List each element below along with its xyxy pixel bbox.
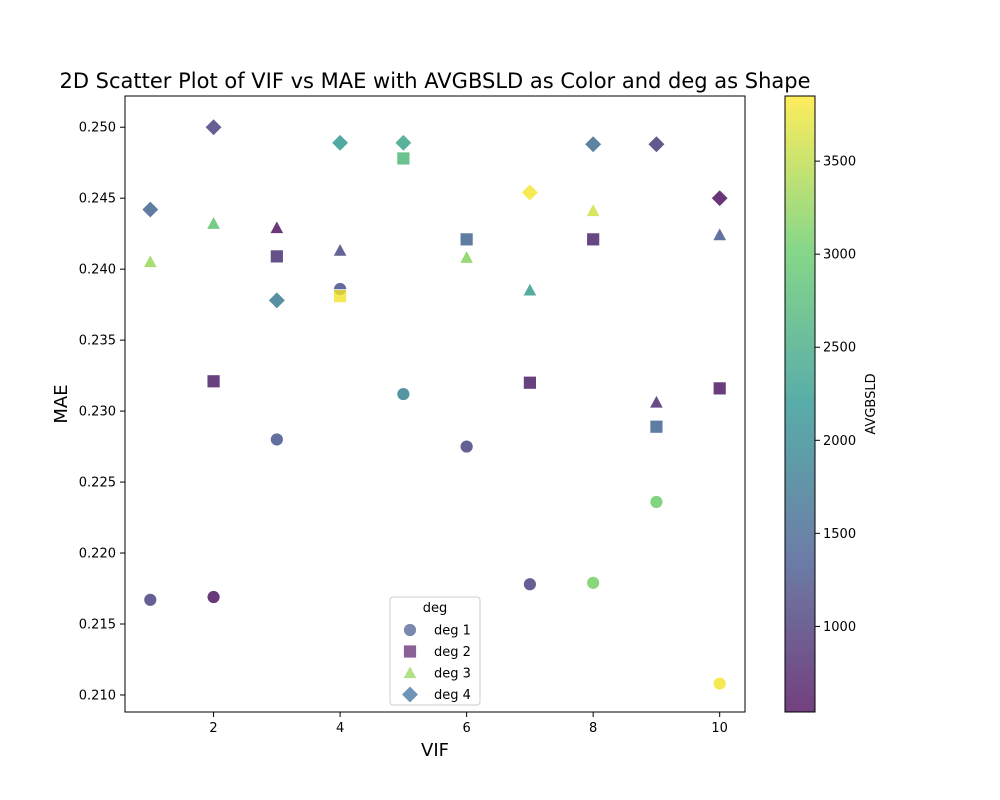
circle-data-point <box>143 592 158 607</box>
square-data-point <box>269 249 284 264</box>
y-tick-label: 0.245 <box>79 192 116 207</box>
circle-data-point <box>206 590 221 604</box>
diamond-data-point <box>520 183 539 202</box>
circle-data-point <box>649 495 664 509</box>
square-data-point <box>459 232 474 247</box>
legend-title: deg <box>423 601 448 616</box>
chart-title: 2D Scatter Plot of VIF vs MAE with AVGBS… <box>59 69 810 93</box>
x-tick-label: 6 <box>462 721 470 736</box>
y-tick-label: 0.210 <box>79 688 116 703</box>
colorbar-tick-label: 1500 <box>823 527 856 542</box>
y-tick-label: 0.235 <box>79 334 116 349</box>
circle-data-point <box>459 439 474 454</box>
colorbar-tick-label: 3000 <box>823 248 856 263</box>
x-axis: 2 4 6 8 10 <box>209 712 728 736</box>
square-data-point <box>649 419 664 434</box>
colorbar-tick-label: 1000 <box>823 620 856 635</box>
triangle-data-point <box>332 242 348 257</box>
y-tick-label: 0.225 <box>79 476 116 491</box>
square-data-point <box>522 375 537 390</box>
y-tick-label: 0.240 <box>79 263 116 278</box>
square-data-point <box>396 151 411 166</box>
circle-data-point <box>522 577 537 592</box>
legend: deg deg 1 deg 2 deg 3 deg 4 <box>389 596 481 706</box>
legend-entry-label: deg 3 <box>434 667 471 682</box>
y-tick-label: 0.220 <box>79 547 116 562</box>
colorbar-gradient <box>785 96 815 712</box>
colorbar-tick-label: 2000 <box>823 434 856 449</box>
triangle-data-point <box>142 253 158 268</box>
colorbar-ticks: 1000 1500 2000 2500 3000 3500 <box>815 155 856 635</box>
legend-marker-triangle <box>402 664 418 679</box>
y-axis: 0.210 0.215 0.220 0.225 0.230 0.235 0.240 0.245… <box>79 121 125 703</box>
square-data-point <box>333 289 348 304</box>
triangle-data-point <box>585 202 601 217</box>
triangle-data-point <box>522 282 538 297</box>
x-tick-label: 4 <box>336 721 344 736</box>
y-tick-label: 0.250 <box>79 121 116 136</box>
triangle-data-point <box>712 226 728 241</box>
legend-entry-label: deg 1 <box>434 624 471 639</box>
square-data-point <box>586 232 601 247</box>
circle-data-point <box>269 432 284 447</box>
square-data-point <box>712 381 727 396</box>
legend-marker-diamond <box>400 685 420 704</box>
legend-entry-label: deg 2 <box>434 645 471 660</box>
square-data-point <box>206 374 221 389</box>
diamond-data-point <box>267 291 286 310</box>
x-tick-label: 10 <box>711 721 728 736</box>
y-tick-label: 0.215 <box>79 618 116 633</box>
triangle-data-point <box>648 394 665 409</box>
diamond-data-point <box>141 200 160 219</box>
triangle-data-point <box>269 219 285 234</box>
colorbar-label: AVGBSLD <box>864 373 879 434</box>
colorbar-tick-label: 2500 <box>823 341 856 356</box>
diamond-data-point <box>584 135 603 154</box>
diamond-data-point <box>710 189 729 208</box>
diamond-data-point <box>204 118 223 137</box>
circle-data-point <box>712 676 727 691</box>
y-tick-label: 0.230 <box>79 405 116 420</box>
colorbar-frame <box>784 95 816 713</box>
y-axis-label: MAE <box>51 384 72 423</box>
circle-data-point <box>396 387 411 401</box>
x-tick-label: 2 <box>209 721 217 736</box>
diamond-data-point <box>331 133 350 152</box>
legend-marker-square <box>403 644 417 659</box>
x-axis-label: VIF <box>421 740 449 761</box>
legend-marker-circle <box>403 623 417 637</box>
triangle-data-point <box>205 215 222 230</box>
colorbar-tick-label: 3500 <box>823 155 856 170</box>
colorbar <box>784 95 816 713</box>
x-tick-label: 8 <box>589 721 597 736</box>
diamond-data-point <box>394 133 413 152</box>
triangle-data-point <box>458 249 475 264</box>
circle-data-point <box>586 575 601 590</box>
data-points <box>141 118 729 691</box>
legend-entry-label: deg 4 <box>434 688 471 703</box>
diamond-data-point <box>647 135 666 154</box>
